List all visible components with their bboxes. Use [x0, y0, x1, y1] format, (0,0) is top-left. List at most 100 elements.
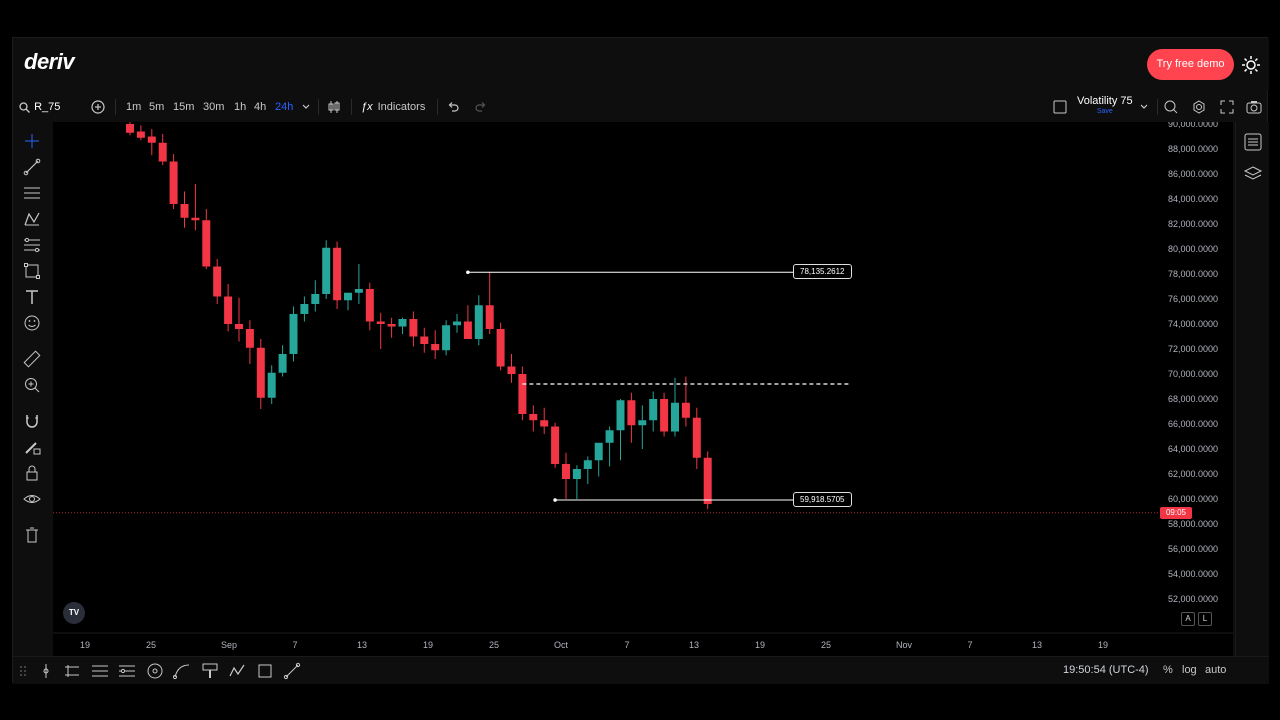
try-free-demo-button[interactable]: Try free demo — [1147, 49, 1234, 80]
pencil-lock-icon[interactable] — [23, 438, 41, 456]
timeframe-24h[interactable]: 24h — [275, 101, 294, 113]
auto-scale-toggle[interactable]: auto — [1205, 664, 1227, 676]
horizontal-lines-icon[interactable] — [23, 184, 41, 202]
indicators-button[interactable]: ƒx Indicators — [361, 98, 425, 116]
layers-icon[interactable] — [1243, 164, 1263, 184]
candlestick-type-icon[interactable] — [327, 98, 341, 116]
trash-icon[interactable] — [23, 526, 41, 544]
zoom-in-icon[interactable] — [23, 376, 41, 394]
chevron-down-icon[interactable] — [1140, 98, 1148, 116]
time-tick: 19 — [79, 640, 91, 650]
timeframe-1h[interactable]: 1h — [234, 101, 247, 113]
timeframe-15m[interactable]: 15m — [173, 101, 195, 113]
market-name: Volatility 75 — [1077, 95, 1133, 107]
price-tick: 74,000.0000 — [1168, 319, 1218, 329]
pattern-icon[interactable] — [23, 210, 41, 228]
camera-icon[interactable] — [1246, 98, 1262, 116]
vertical-line-icon[interactable] — [37, 662, 55, 680]
candlestick-chart[interactable]: 90,000.0000 88,000.0000 86,000.0000 84,000.… — [53, 122, 1233, 632]
brush-icon[interactable] — [201, 662, 219, 680]
log-scale-toggle[interactable]: log — [1182, 664, 1197, 676]
deriv-logo[interactable]: deriv — [24, 49, 75, 74]
time-tick: 7 — [292, 640, 298, 650]
redo-icon[interactable] — [475, 98, 487, 116]
timeframe-30m[interactable]: 30m — [203, 101, 225, 113]
drag-handle-icon[interactable] — [19, 662, 37, 680]
percent-scale-toggle[interactable]: % — [1163, 664, 1173, 676]
timeframe-5m[interactable]: 5m — [149, 101, 165, 113]
support-label[interactable]: 59,918.5705 — [793, 492, 852, 508]
time-tick: Nov — [895, 640, 913, 650]
chevron-down-icon[interactable] — [302, 98, 310, 116]
candle — [180, 191, 189, 228]
candle — [311, 280, 320, 312]
candle — [703, 451, 712, 509]
timeframe-1m[interactable]: 1m — [126, 101, 142, 113]
fib-retracement-icon[interactable] — [118, 662, 136, 680]
candle — [507, 354, 516, 383]
sun-icon[interactable] — [1241, 55, 1261, 75]
scale-auto-button[interactable]: A — [1181, 612, 1195, 626]
symbol-search[interactable]: R_75 — [19, 98, 60, 116]
time-tick: 25 — [488, 640, 500, 650]
time-axis[interactable]: 19 25 Sep 7 13 19 25 Oct 7 13 19 25 Nov 7 13 19 — [53, 634, 1233, 656]
candle — [638, 405, 647, 449]
scale-log-button[interactable]: L — [1198, 612, 1212, 626]
resistance-anchor[interactable] — [466, 270, 470, 275]
time-tick: 25 — [820, 640, 832, 650]
horizontal-lines-icon[interactable] — [91, 662, 109, 680]
bottom-toolbar: 19:50:54 (UTC-4) % log auto — [13, 656, 1269, 684]
candle — [671, 377, 679, 437]
price-tick: 62,000.0000 — [1168, 469, 1218, 479]
resistance-label[interactable]: 78,135.2612 — [793, 264, 852, 280]
price-tick: 86,000.0000 — [1168, 169, 1218, 179]
candle — [245, 320, 254, 364]
crosshair-icon[interactable] — [23, 132, 41, 150]
candle — [572, 465, 581, 499]
function-icon: ƒx — [361, 101, 373, 113]
magnet-icon[interactable] — [23, 412, 41, 430]
candle — [562, 452, 570, 499]
lock-icon[interactable] — [23, 464, 41, 482]
time-tick: Sep — [220, 640, 238, 650]
emoji-icon[interactable] — [23, 314, 41, 332]
price-tick: 56,000.0000 — [1168, 544, 1218, 554]
save-link[interactable]: Save — [1096, 108, 1113, 115]
time-tick: 19 — [1097, 640, 1109, 650]
candle — [474, 295, 483, 346]
divider — [351, 99, 352, 115]
candle — [398, 317, 407, 334]
candle — [496, 322, 505, 371]
gear-icon[interactable] — [1192, 98, 1206, 116]
trend-line-icon[interactable] — [283, 662, 301, 680]
support-anchor[interactable] — [553, 498, 557, 502]
trend-line-icon[interactable] — [23, 158, 41, 176]
drawn-levels — [53, 270, 1160, 514]
ruler-icon[interactable] — [23, 350, 41, 368]
fullscreen-icon[interactable] — [1220, 98, 1234, 116]
rectangle-icon[interactable] — [23, 262, 41, 280]
tradingview-logo[interactable]: TV — [63, 602, 85, 624]
plus-circle-icon[interactable] — [91, 98, 105, 116]
list-icon[interactable] — [1243, 132, 1263, 152]
candle — [344, 292, 352, 311]
compare-checkbox[interactable] — [1053, 98, 1067, 116]
text-tool-icon[interactable] — [23, 288, 41, 306]
eye-icon[interactable] — [23, 490, 41, 508]
candle — [540, 407, 549, 434]
rectangle-icon[interactable] — [256, 662, 274, 680]
channel-icon[interactable] — [63, 662, 81, 680]
candle — [660, 392, 669, 437]
alert-icon[interactable] — [1164, 98, 1178, 116]
undo-icon[interactable] — [447, 98, 459, 116]
timeframe-4h[interactable]: 4h — [254, 101, 267, 113]
zigzag-icon[interactable] — [228, 662, 246, 680]
price-chart[interactable]: 90,000.0000 88,000.0000 86,000.0000 84,000.… — [53, 122, 1233, 632]
circle-tool-icon[interactable] — [146, 662, 164, 680]
curve-icon[interactable] — [173, 662, 191, 680]
candle — [267, 365, 276, 404]
time-tick: 13 — [1031, 640, 1043, 650]
market-selector[interactable]: Volatility 75 Save — [1077, 94, 1133, 115]
fib-retracement-icon[interactable] — [23, 236, 41, 254]
price-scale: 90,000.0000 88,000.0000 86,000.0000 84,000.… — [1168, 122, 1218, 604]
